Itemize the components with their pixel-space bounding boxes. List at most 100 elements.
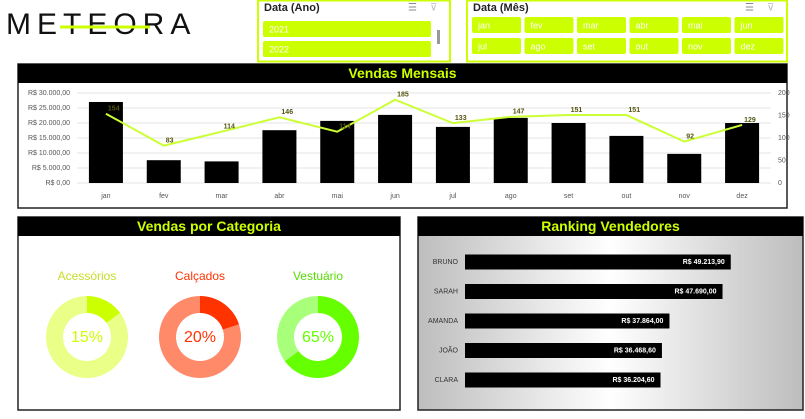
slicer-item-label[interactable]: nov [688,41,703,51]
donut-segment [200,296,239,330]
bar [435,126,470,183]
y-tick-label: R$ 20.000,00 [28,120,70,127]
y2-tick-label: 50 [778,157,786,164]
slicer-item[interactable] [524,17,574,33]
x-tick-label: jul [448,193,456,200]
slicer-item[interactable] [682,38,731,54]
slicer-item-label[interactable]: ago [531,41,546,51]
bar [204,161,239,183]
bar [465,284,723,299]
slicer-item[interactable] [263,41,431,57]
data-label: 185 [397,92,409,99]
slicer-item[interactable] [577,38,626,54]
value-label: R$ 47.690,00 [674,288,716,295]
x-tick-label: mai [332,193,344,200]
y2-tick-label: 0 [778,180,782,187]
slicer-item-label[interactable]: mai [688,20,703,30]
bar [493,117,528,183]
slicer-item-label[interactable]: set [583,41,596,51]
y2-tick-label: 100 [778,135,790,142]
panel-header [18,217,400,236]
x-tick-label: out [622,193,632,200]
slicer-item-label[interactable]: jul [477,41,487,51]
y2-tick-label: 200 [778,90,790,97]
bar [465,254,731,270]
category-label: SARAH [434,288,458,295]
bar [88,102,123,183]
y-tick-label: R$ 10.000,00 [28,150,70,157]
value-label: R$ 49.213,90 [683,259,725,266]
slicer-title: Data (Mês) [473,2,529,14]
bar [725,123,760,183]
bar [465,343,662,358]
slicer-icon: ⊽ [767,3,774,14]
bar [667,153,702,183]
slicer-item[interactable] [524,38,574,54]
y-tick-label: R$ 30.000,00 [28,90,70,97]
bar [378,114,413,183]
slicer-title: Data (Ano) [264,2,320,14]
category-label: BRUNO [433,259,459,266]
x-tick-label: mar [216,193,229,200]
donut-segment [284,296,359,378]
data-label: 83 [166,137,174,144]
slicer-item[interactable] [734,38,784,54]
slicer-item-label[interactable]: 2022 [269,44,289,54]
bar [146,160,181,183]
donut-track [159,296,241,378]
value-label: R$ 36.204,60 [612,377,654,384]
y-tick-label: R$ 25.000,00 [28,105,70,112]
y-tick-label: R$ 15.000,00 [28,135,70,142]
category-label: AMANDA [428,318,458,325]
slicer-icon: ☰ [745,3,754,14]
x-tick-label: nov [679,193,691,200]
slicer-item[interactable] [734,17,784,33]
value-label: 65% [302,329,334,346]
y2-tick-label: 150 [778,112,790,119]
data-label: 92 [686,133,694,140]
slicer-item[interactable] [682,17,731,33]
data-label: 146 [281,109,293,116]
slicer-item[interactable] [629,38,679,54]
slicer-item[interactable] [577,17,626,33]
slicer-item[interactable] [629,17,679,33]
value-label: R$ 36.468,60 [614,347,656,354]
panel-title: Vendas Mensais [348,65,456,81]
x-tick-label: ago [505,193,517,200]
category-label: JOÃO [439,345,459,354]
bar [551,123,586,183]
slicer-item-label[interactable]: fev [531,20,544,30]
panel-title: Vendas por Categoria [137,218,281,234]
data-label: 114 [224,124,235,131]
slicer-item-label[interactable]: mar [583,20,599,30]
slicer-item-label[interactable]: jan [477,20,490,30]
value-label: 20% [184,329,216,346]
panel-title: Ranking Vendedores [541,218,680,234]
category-label: Calçados [175,269,225,283]
slicer-item-label[interactable]: jun [740,20,753,30]
panel-header [418,217,803,236]
x-tick-label: jun [389,193,399,200]
donut-segment [87,296,121,323]
slicer-item-label[interactable]: 2021 [269,24,289,34]
logo: METEORA [6,8,196,41]
bar [609,135,644,183]
x-tick-label: dez [736,193,748,200]
slicer-item[interactable] [472,17,521,33]
slicer-item-label[interactable]: abr [636,20,649,30]
data-label: 133 [455,115,467,122]
value-label: 15% [71,329,103,346]
slicer-item[interactable] [263,21,431,37]
slicer-icon: ☰ [408,3,417,14]
slicer-item[interactable] [472,38,521,54]
y-tick-label: R$ 5.000,00 [32,165,70,172]
slicer-item-label[interactable]: dez [741,41,756,51]
slicer-icon: ⊽ [430,3,437,14]
panel-header [18,64,787,83]
slicer-item-label[interactable]: out [636,41,649,51]
category-label: CLARA [435,377,459,384]
scrollbar [437,30,440,44]
category-label: Vestuário [293,269,343,283]
